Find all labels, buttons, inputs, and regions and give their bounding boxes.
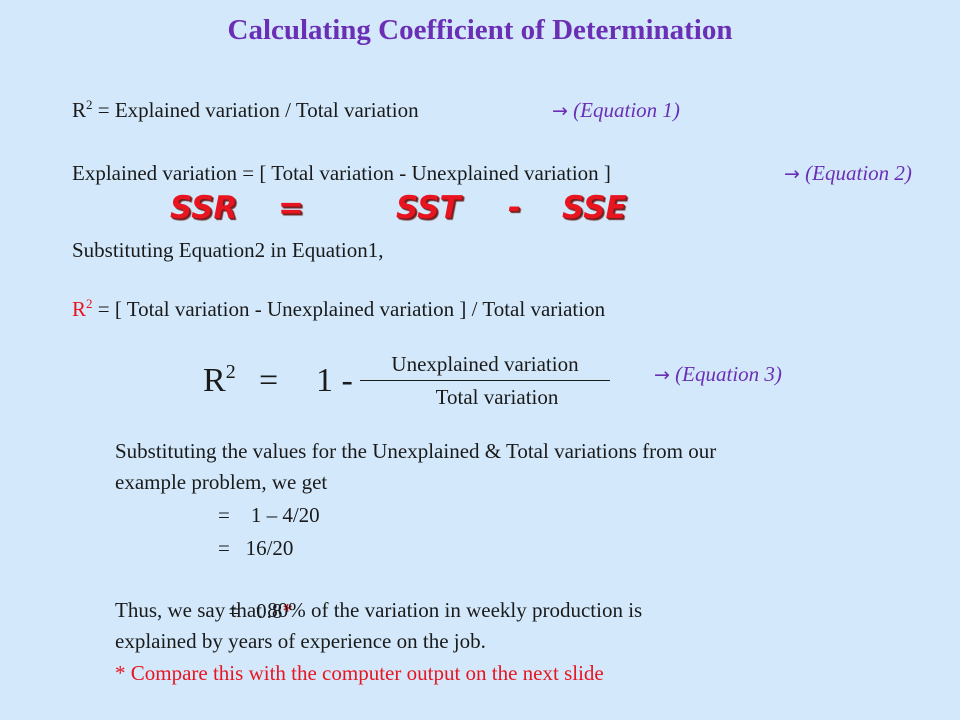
expanded-equation: R2 = [ Total variation - Unexplained var…	[72, 297, 605, 322]
equation-3-one-minus: 1 -	[316, 362, 353, 399]
step-3: = 0.8*	[218, 565, 293, 627]
equation-3-lhs: R2	[203, 361, 236, 399]
equation-1-label: (Equation 1)	[573, 98, 680, 122]
conclusion-line-2: explained by years of experience on the …	[115, 629, 486, 653]
step-3-value: = 0.8	[228, 599, 283, 623]
ssr-term: SSR	[170, 190, 238, 226]
sse-term: SSE	[562, 190, 627, 226]
step-2: = 16/20	[218, 536, 294, 560]
equation-1-ref: → (Equation 1)	[552, 98, 680, 123]
ssr-equals: =	[278, 190, 304, 226]
right-arrow-icon: →	[654, 364, 670, 386]
r-squared-symbol: R2	[72, 97, 93, 122]
fraction-numerator: Unexplained variation	[391, 352, 579, 376]
right-arrow-icon: →	[552, 100, 568, 122]
paragraph-line-1: Substituting the values for the Unexplai…	[115, 439, 717, 463]
paragraph-line-2: example problem, we get	[115, 470, 328, 494]
equation-2-ref: → (Equation 2)	[784, 161, 912, 186]
step-1: = 1 – 4/20	[218, 503, 320, 527]
slide-title: Calculating Coefficient of Determination	[227, 14, 733, 46]
expanded-equation-body: = [ Total variation - Unexplained variat…	[92, 297, 606, 321]
equation-3-equals: =	[259, 362, 279, 399]
substituting-text: Substituting Equation2 in Equation1,	[72, 238, 384, 262]
right-arrow-icon: →	[784, 163, 800, 185]
equation-1-body: = Explained variation / Total variation	[92, 98, 419, 122]
equation-3-ref: → (Equation 3)	[654, 362, 782, 387]
sst-term: SST	[396, 190, 461, 226]
equation-2: Explained variation = [ Total variation …	[72, 161, 611, 186]
equation-2-body: Explained variation = [ Total variation …	[72, 161, 611, 185]
conclusion-line-1: Thus, we say that 80% of the variation i…	[115, 598, 643, 622]
footnote: * Compare this with the computer output …	[115, 661, 604, 685]
ssr-minus: -	[508, 190, 521, 226]
r-squared-symbol-red: R2	[72, 296, 93, 321]
fraction-denominator: Total variation	[435, 385, 559, 409]
fraction-bar	[360, 380, 610, 381]
equation-2-label: (Equation 2)	[805, 161, 912, 185]
equation-1: R2 = Explained variation / Total variati…	[72, 98, 419, 123]
equation-3-label: (Equation 3)	[675, 362, 782, 386]
asterisk-marker: *	[282, 599, 293, 623]
